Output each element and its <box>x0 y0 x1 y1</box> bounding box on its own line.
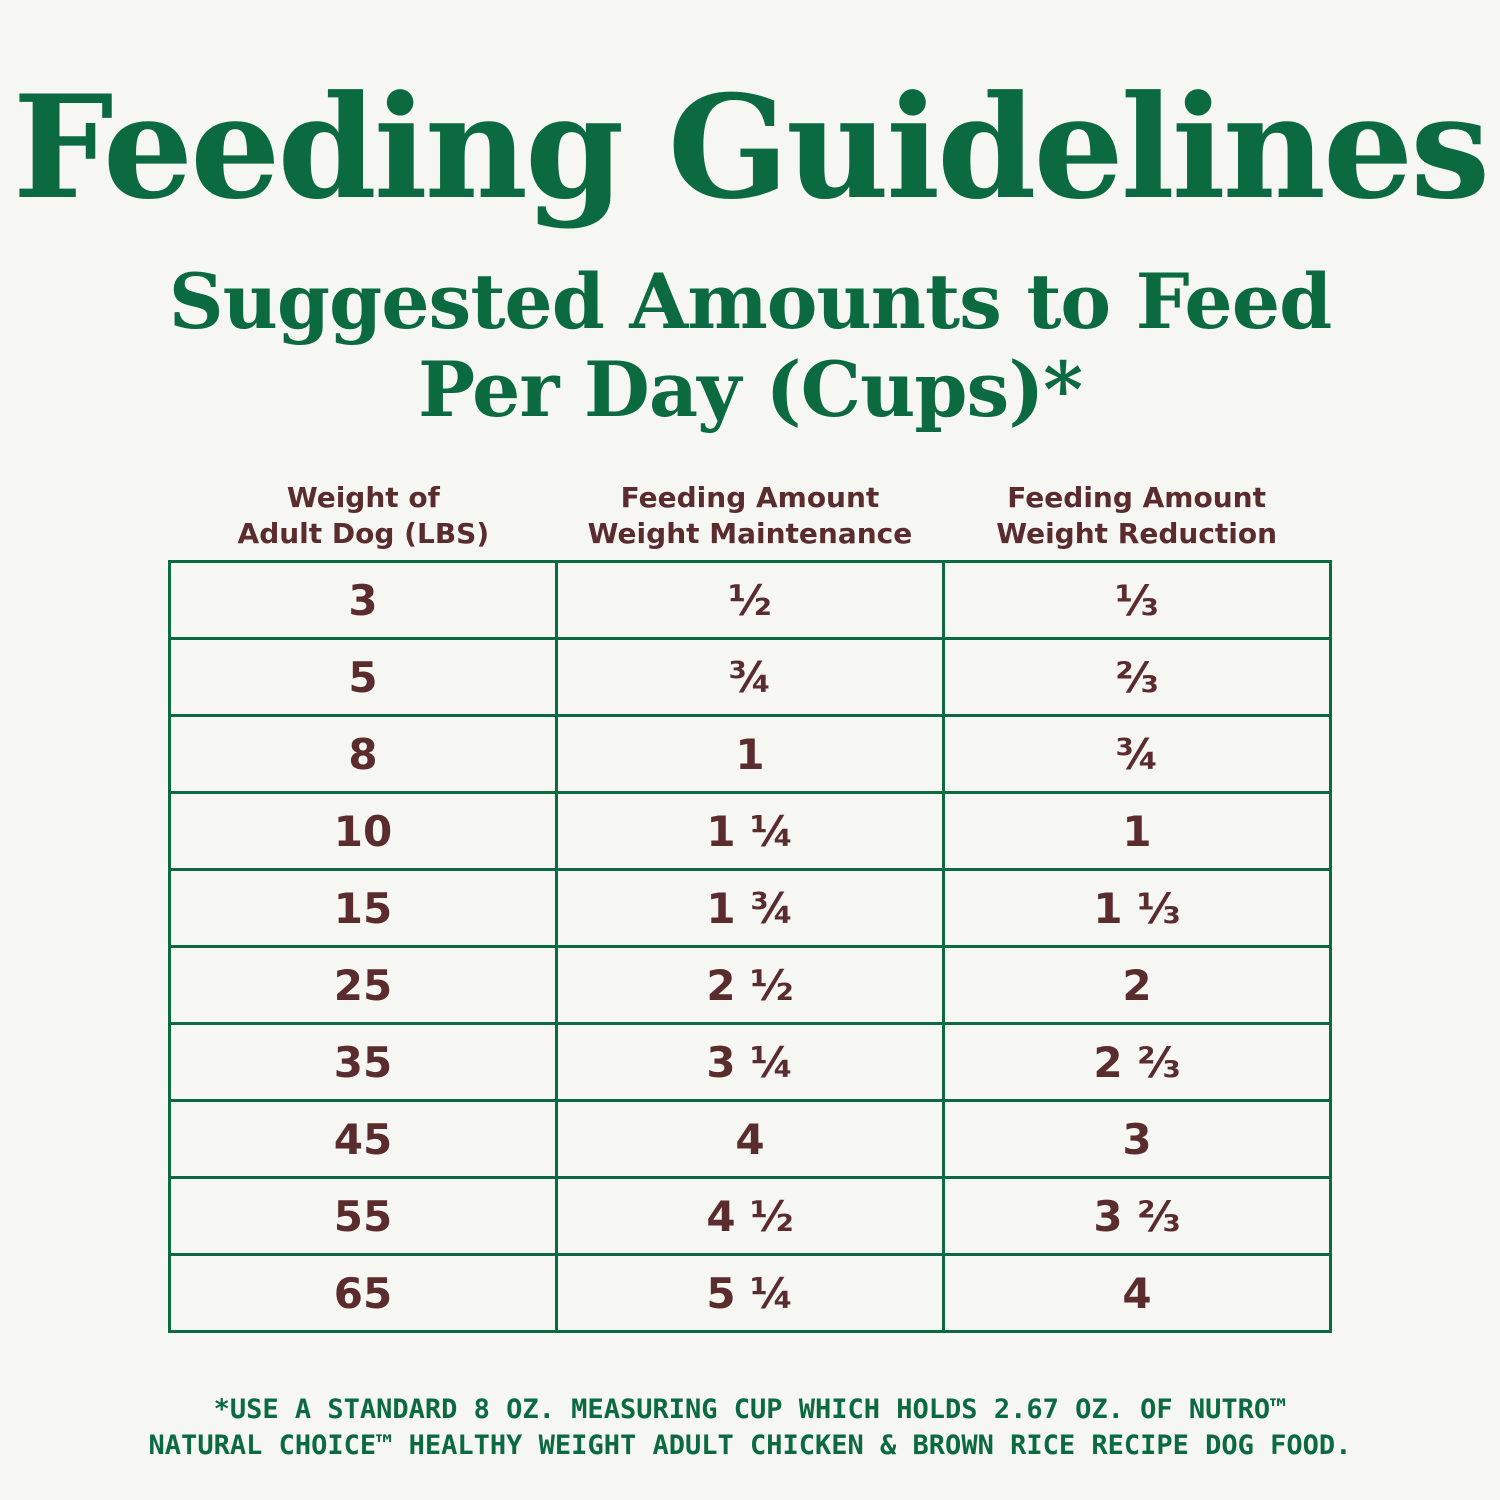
weight-cell: 55 <box>168 1176 558 1256</box>
maintenance-cell: 3 ¼ <box>555 1022 945 1102</box>
maintenance-cell: 2 ½ <box>555 945 945 1025</box>
page-title: Feeding Guidelines <box>12 65 1490 231</box>
feeding-table: 3 ½ ⅓ 5 ¾ ⅔ 8 1 ¾ 10 1 ¼ 1 15 1 ¾ 1 ⅓ 25… <box>168 560 1332 1333</box>
weight-cell: 25 <box>168 945 558 1025</box>
footnote-line-2: NATURAL CHOICE™ HEALTHY WEIGHT ADULT CHI… <box>148 1430 1352 1461</box>
table-row: 8 1 ¾ <box>168 714 1332 794</box>
footnote: *USE A STANDARD 8 OZ. MEASURING CUP WHIC… <box>0 1392 1500 1464</box>
table-header-row: Weight of Adult Dog (LBS) Feeding Amount… <box>170 480 1330 552</box>
reduction-cell: 3 <box>942 1099 1332 1179</box>
weight-cell: 35 <box>168 1022 558 1102</box>
weight-cell: 3 <box>168 560 558 640</box>
reduction-cell: ⅓ <box>942 560 1332 640</box>
weight-cell: 10 <box>168 791 558 871</box>
maintenance-cell: 4 <box>555 1099 945 1179</box>
reduction-cell: 1 ⅓ <box>942 868 1332 948</box>
table-row: 35 3 ¼ 2 ⅔ <box>168 1022 1332 1102</box>
table-row: 3 ½ ⅓ <box>168 560 1332 640</box>
header-maintenance-line-1: Feeding Amount <box>620 481 880 514</box>
table-row: 15 1 ¾ 1 ⅓ <box>168 868 1332 948</box>
weight-cell: 5 <box>168 637 558 717</box>
reduction-cell: 2 ⅔ <box>942 1022 1332 1102</box>
header-weight: Weight of Adult Dog (LBS) <box>170 480 557 552</box>
page-subtitle: Suggested Amounts to Feed Per Day (Cups)… <box>0 258 1500 434</box>
table-row: 10 1 ¼ 1 <box>168 791 1332 871</box>
reduction-cell: ⅔ <box>942 637 1332 717</box>
table-row: 55 4 ½ 3 ⅔ <box>168 1176 1332 1256</box>
subtitle-line-2: Per Day (Cups)* <box>417 345 1083 434</box>
maintenance-cell: ¾ <box>555 637 945 717</box>
reduction-cell: 3 ⅔ <box>942 1176 1332 1256</box>
maintenance-cell: 5 ¼ <box>555 1253 945 1333</box>
header-reduction: Feeding Amount Weight Reduction <box>943 480 1330 552</box>
maintenance-cell: 4 ½ <box>555 1176 945 1256</box>
table-row: 45 4 3 <box>168 1099 1332 1179</box>
reduction-cell: 2 <box>942 945 1332 1025</box>
footnote-line-1: *USE A STANDARD 8 OZ. MEASURING CUP WHIC… <box>213 1394 1287 1425</box>
subtitle-line-1: Suggested Amounts to Feed <box>168 257 1332 346</box>
header-reduction-line-2: Weight Reduction <box>996 517 1278 550</box>
weight-cell: 15 <box>168 868 558 948</box>
reduction-cell: 4 <box>942 1253 1332 1333</box>
header-maintenance: Feeding Amount Weight Maintenance <box>557 480 944 552</box>
maintenance-cell: 1 <box>555 714 945 794</box>
table-row: 25 2 ½ 2 <box>168 945 1332 1025</box>
header-maintenance-line-2: Weight Maintenance <box>587 517 913 550</box>
weight-cell: 8 <box>168 714 558 794</box>
maintenance-cell: 1 ¼ <box>555 791 945 871</box>
weight-cell: 65 <box>168 1253 558 1333</box>
header-reduction-line-1: Feeding Amount <box>1007 481 1266 514</box>
reduction-cell: ¾ <box>942 714 1332 794</box>
reduction-cell: 1 <box>942 791 1332 871</box>
maintenance-cell: ½ <box>555 560 945 640</box>
header-weight-line-1: Weight of <box>286 481 440 514</box>
table-row: 5 ¾ ⅔ <box>168 637 1332 717</box>
maintenance-cell: 1 ¾ <box>555 868 945 948</box>
weight-cell: 45 <box>168 1099 558 1179</box>
header-weight-line-2: Adult Dog (LBS) <box>237 517 490 550</box>
table-row: 65 5 ¼ 4 <box>168 1253 1332 1333</box>
